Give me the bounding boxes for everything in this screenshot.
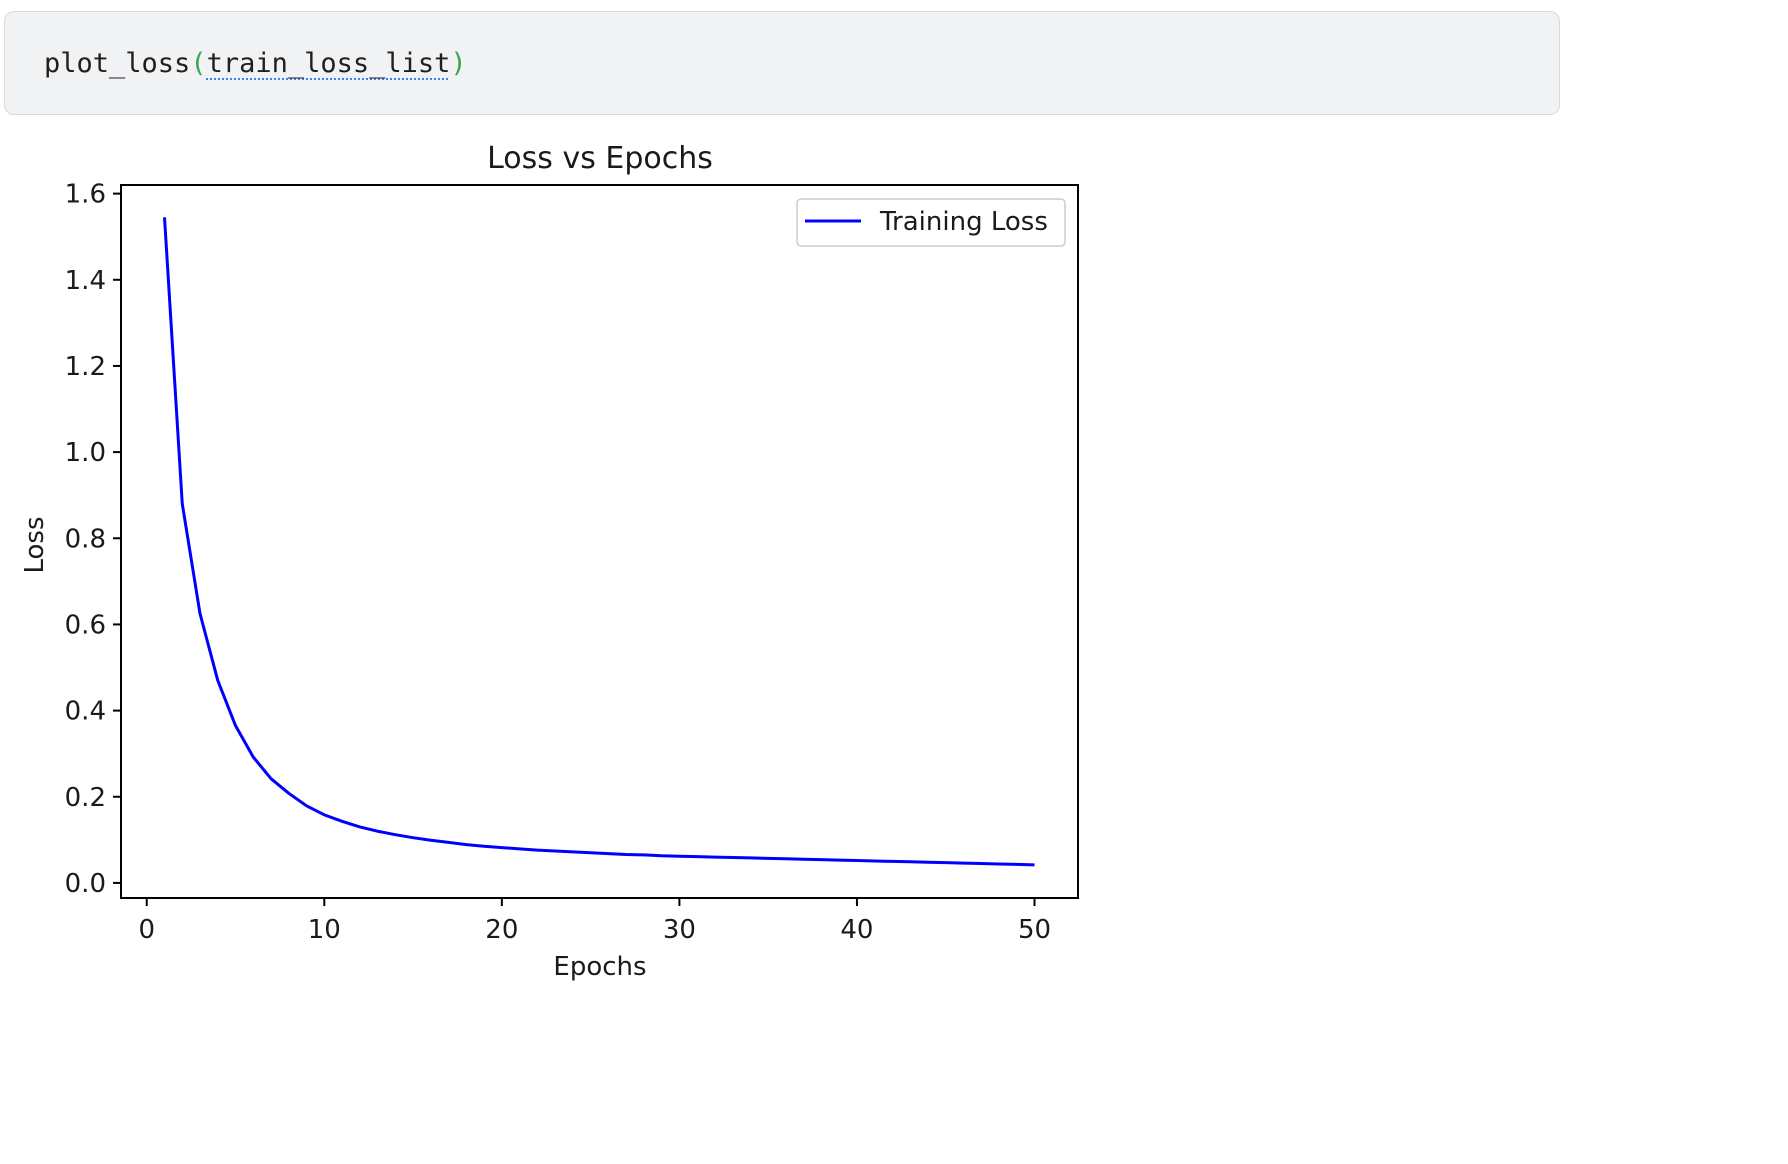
y-tick-label: 0.2 — [65, 783, 106, 813]
legend: Training Loss — [796, 198, 1066, 247]
x-tick-label: 40 — [840, 915, 873, 945]
x-tick-label: 30 — [663, 915, 696, 945]
y-tick-label: 0.6 — [65, 610, 106, 640]
y-tick-label: 0.0 — [65, 869, 106, 899]
y-tick-label: 1.2 — [65, 352, 106, 382]
chart-title: Loss vs Epochs — [487, 141, 713, 176]
y-tick-label: 1.0 — [65, 438, 106, 468]
plot-frame — [120, 184, 1079, 899]
function-name: plot_loss — [44, 48, 191, 79]
x-tick-label: 50 — [1018, 915, 1051, 945]
open-paren: ( — [190, 48, 207, 79]
y-tick-label: 1.4 — [65, 266, 106, 296]
x-tick-label: 0 — [138, 915, 155, 945]
close-paren: ) — [450, 48, 467, 79]
legend-box — [796, 198, 1066, 247]
x-tick-label: 10 — [308, 915, 341, 945]
y-axis-label: Loss — [20, 516, 50, 573]
training-loss-line — [163, 217, 1035, 867]
y-tick-label: 0.4 — [65, 697, 106, 727]
code-cell[interactable]: plot_loss(train_loss_list) — [4, 11, 1560, 115]
plot-output: Loss vs Epochs Epochs Loss 0 10 20 30 40 50 0.… — [0, 128, 1120, 998]
y-tick-label: 0.8 — [65, 524, 106, 554]
argument-name: train_loss_list — [206, 48, 451, 79]
x-axis-label: Epochs — [553, 952, 646, 982]
y-tick-label: 1.6 — [65, 180, 106, 210]
code-line[interactable]: plot_loss(train_loss_list) — [44, 44, 467, 84]
legend-label: Training Loss — [879, 207, 1048, 237]
loss-chart: Loss vs Epochs Epochs Loss 0 10 20 30 40 50 0.… — [20, 141, 1079, 982]
x-tick-label: 20 — [485, 915, 518, 945]
